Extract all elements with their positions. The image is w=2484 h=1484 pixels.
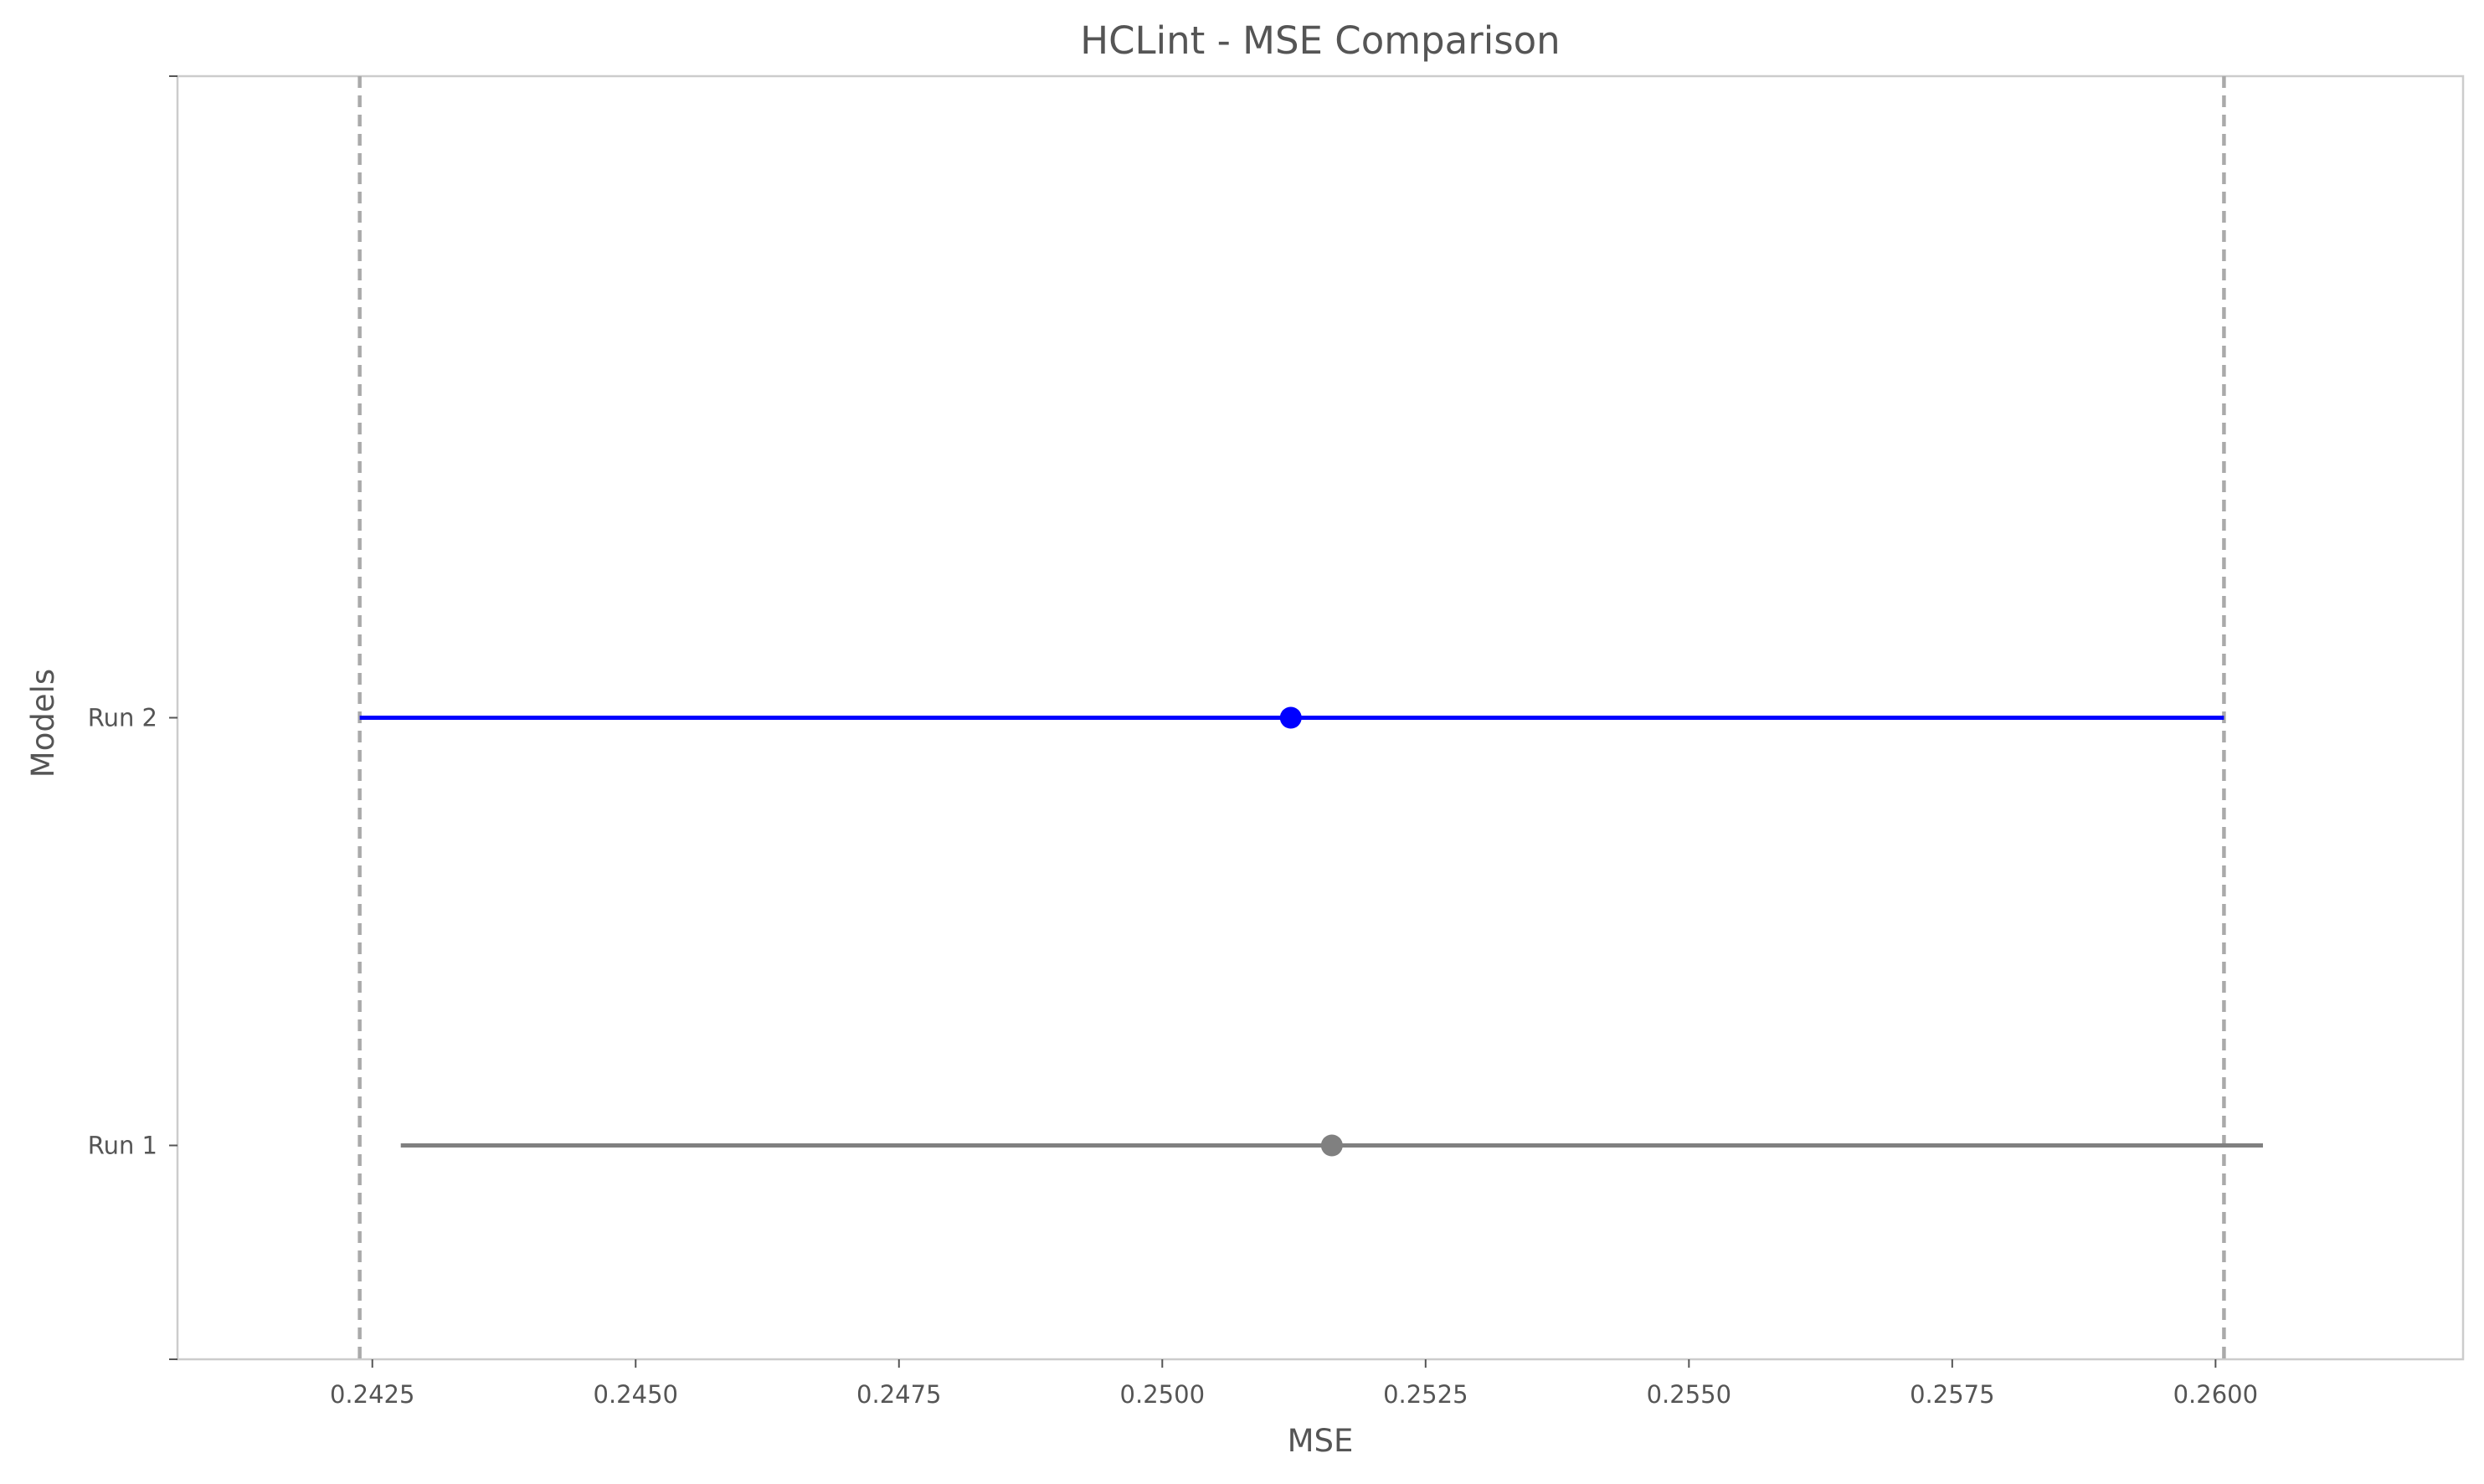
- run-2-mean-point: [1279, 706, 1302, 729]
- x-tick-label: 0.2475: [856, 1380, 941, 1409]
- x-tick-label: 0.2600: [2173, 1380, 2258, 1409]
- x-tick-label: 0.2450: [594, 1380, 678, 1409]
- y-tick-label: Run 1: [88, 1132, 157, 1160]
- series-layer: [359, 706, 2263, 1157]
- x-tick-label: 0.2425: [330, 1380, 414, 1409]
- x-tick-label: 0.2500: [1120, 1380, 1205, 1409]
- chart-title: HCLint - MSE Comparison: [1080, 18, 1560, 63]
- x-axis-ticks: 0.2425 0.2450 0.2475 0.2500 0.2525 0.2550 0.25…: [330, 1359, 2258, 1409]
- y-axis-ticks: Run 1 Run 2: [88, 75, 177, 1360]
- run-1-mean-point: [1320, 1134, 1343, 1157]
- x-tick-label: 0.2575: [1910, 1380, 1994, 1409]
- x-tick-label: 0.2525: [1383, 1380, 1468, 1409]
- x-tick-label: 0.2550: [1647, 1380, 1731, 1409]
- y-tick-label: Run 2: [88, 704, 157, 732]
- y-axis-label: Models: [25, 669, 61, 778]
- x-axis-label: MSE: [1288, 1423, 1354, 1459]
